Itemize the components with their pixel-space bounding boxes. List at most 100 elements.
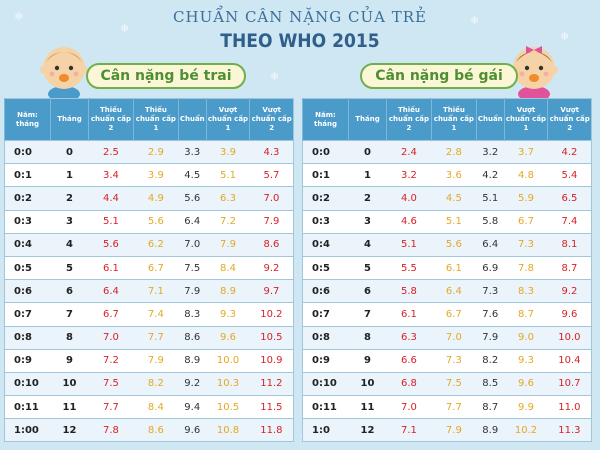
- cell-age: 0:4: [4, 232, 51, 257]
- page-subtitle: THEO WHO 2015: [220, 30, 380, 52]
- cell-standard: 7.5: [178, 255, 207, 280]
- cell-month: 11: [50, 395, 89, 419]
- cell-over1: 3.7: [504, 139, 548, 164]
- cell-over1: 6.3: [206, 186, 250, 211]
- cell-month: 4: [348, 232, 387, 257]
- cell-over1: 10.5: [206, 395, 250, 419]
- cell-lack2: 5.8: [386, 279, 432, 303]
- cell-lack2: 7.5: [88, 371, 134, 396]
- cell-month: 2: [50, 186, 89, 211]
- cell-over2: 9.7: [249, 279, 294, 303]
- table-row: 0:10 10 7.5 8.2 9.2 10.3 11.2: [4, 371, 294, 396]
- cell-lack1: 5.6: [431, 232, 477, 257]
- cell-month: 0: [348, 139, 387, 164]
- cell-age: 0:4: [302, 232, 349, 257]
- cell-lack1: 6.2: [133, 232, 179, 257]
- cell-month: 3: [348, 209, 387, 234]
- cell-month: 12: [50, 418, 89, 442]
- cell-over2: 6.5: [547, 186, 592, 211]
- cell-month: 6: [348, 279, 387, 303]
- table-row: 1:0 12 7.1 7.9 8.9 10.2 11.3: [302, 418, 592, 442]
- cell-over1: 5.9: [504, 186, 548, 211]
- table-row: 0:7 7 6.7 7.4 8.3 9.3 10.2: [4, 302, 294, 326]
- cell-over2: 9.2: [249, 255, 294, 280]
- cell-over2: 9.2: [547, 279, 592, 303]
- header-month: Tháng: [50, 98, 89, 141]
- cell-lack2: 7.1: [386, 418, 432, 442]
- cell-over1: 7.2: [206, 209, 250, 234]
- cell-month: 5: [348, 255, 387, 280]
- cell-over1: 8.4: [206, 255, 250, 280]
- cell-over2: 10.2: [249, 302, 294, 326]
- cell-lack2: 4.6: [386, 209, 432, 234]
- cell-lack1: 8.6: [133, 418, 179, 442]
- cell-over1: 9.6: [206, 325, 250, 350]
- cell-lack2: 2.5: [88, 139, 134, 164]
- cell-lack1: 2.9: [133, 139, 179, 164]
- cell-month: 8: [348, 325, 387, 350]
- cell-lack2: 4.4: [88, 186, 134, 211]
- cell-over2: 10.4: [547, 348, 592, 373]
- cell-over1: 7.3: [504, 232, 548, 257]
- snowflake-icon: ❄: [560, 30, 570, 43]
- cell-lack1: 3.6: [431, 163, 477, 187]
- cell-month: 2: [348, 186, 387, 211]
- cell-over2: 8.1: [547, 232, 592, 257]
- cell-month: 0: [50, 139, 89, 164]
- cell-over1: 9.0: [504, 325, 548, 350]
- cell-month: 10: [348, 371, 387, 396]
- header-over1: Vượt chuẩn cấp 1: [205, 98, 250, 141]
- cell-standard: 7.9: [476, 325, 505, 350]
- table-row: 0:4 4 5.1 5.6 6.4 7.3 8.1: [302, 232, 592, 257]
- snowflake-icon: ❄: [270, 70, 280, 83]
- cell-lack1: 6.1: [431, 255, 477, 280]
- cell-over2: 7.0: [249, 186, 294, 211]
- cell-month: 6: [50, 279, 89, 303]
- table-row: 0:6 6 6.4 7.1 7.9 8.9 9.7: [4, 279, 294, 303]
- table-row: 0:6 6 5.8 6.4 7.3 8.3 9.2: [302, 279, 592, 303]
- cell-over2: 10.7: [547, 371, 592, 396]
- cell-standard: 6.4: [178, 209, 207, 234]
- cell-age: 0:11: [302, 395, 349, 419]
- table-row: 0:5 5 5.5 6.1 6.9 7.8 8.7: [302, 255, 592, 280]
- cell-lack2: 5.5: [386, 255, 432, 280]
- girl-table-body: 0:0 0 2.4 2.8 3.2 3.7 4.2 0:1 1 3.2 3.6 4.2 4.8 5.4 0:…: [302, 139, 592, 442]
- cell-over1: 7.9: [206, 232, 250, 257]
- cell-over2: 8.7: [547, 255, 592, 280]
- cell-age: 0:1: [4, 163, 51, 187]
- cell-age: 0:10: [4, 371, 51, 396]
- cell-standard: 5.1: [476, 186, 505, 211]
- cell-age: 1:00: [4, 418, 51, 442]
- cell-standard: 5.6: [178, 186, 207, 211]
- cell-over1: 3.9: [206, 139, 250, 164]
- table-row: 0:4 4 5.6 6.2 7.0 7.9 8.6: [4, 232, 294, 257]
- cell-lack1: 7.0: [431, 325, 477, 350]
- cell-over1: 9.3: [206, 302, 250, 326]
- cell-over1: 4.8: [504, 163, 548, 187]
- cell-lack1: 6.4: [431, 279, 477, 303]
- cell-lack1: 7.7: [431, 395, 477, 419]
- snowflake-icon: ❄: [14, 10, 24, 23]
- cell-standard: 9.4: [178, 395, 207, 419]
- cell-over1: 10.8: [206, 418, 250, 442]
- cell-lack2: 5.1: [386, 232, 432, 257]
- girl-section-label: Cân nặng bé gái: [360, 63, 518, 89]
- cell-over1: 8.3: [504, 279, 548, 303]
- cell-age: 0:7: [4, 302, 51, 326]
- cell-month: 5: [50, 255, 89, 280]
- header-lack1: Thiếu chuẩn cấp 1: [430, 98, 477, 141]
- cell-age: 0:5: [4, 255, 51, 280]
- table-row: 0:0 0 2.4 2.8 3.2 3.7 4.2: [302, 139, 592, 164]
- cell-over2: 4.3: [249, 139, 294, 164]
- cell-lack1: 5.6: [133, 209, 179, 234]
- cell-lack1: 7.3: [431, 348, 477, 373]
- cell-month: 9: [348, 348, 387, 373]
- cell-standard: 8.9: [476, 418, 505, 442]
- table-row: 0:2 2 4.4 4.9 5.6 6.3 7.0: [4, 186, 294, 211]
- cell-month: 11: [348, 395, 387, 419]
- cell-age: 0:3: [4, 209, 51, 234]
- table-header-row: Năm: tháng Tháng Thiếu chuẩn cấp 2 Thiếu…: [4, 98, 294, 141]
- cell-lack2: 6.6: [386, 348, 432, 373]
- cell-over1: 8.9: [206, 279, 250, 303]
- cell-standard: 9.6: [178, 418, 207, 442]
